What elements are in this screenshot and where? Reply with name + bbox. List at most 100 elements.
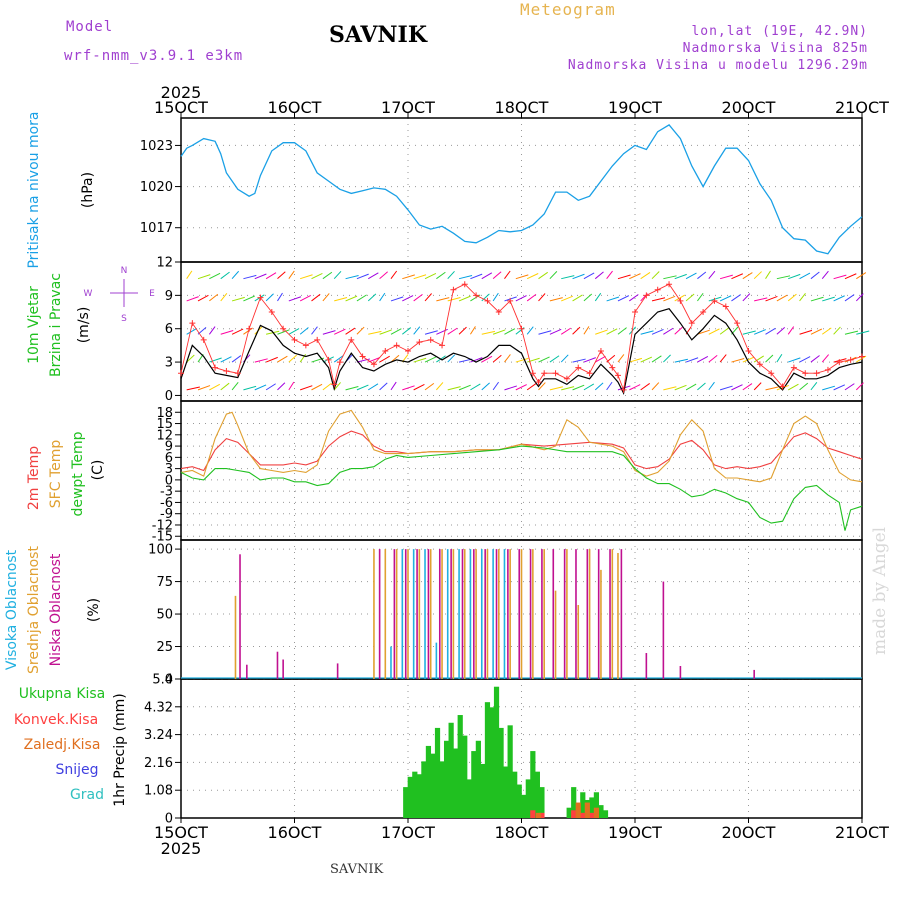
wind-arrow [402,327,412,335]
y-tick-label: 9 [165,289,173,304]
wind-arrow [243,295,255,302]
compass-w: W [84,289,93,299]
wind-arrow [572,384,585,391]
wind-gust-marker [756,361,763,368]
wind-arrow [504,328,516,335]
wind-arrow [368,383,379,391]
wind-gust-marker [200,336,207,343]
wind-arrow [549,328,562,335]
wind-arrow [515,295,527,302]
wind-arrow [220,356,232,363]
wind-unit: (m/s) [76,307,92,344]
y-tick-label: 3.24 [144,728,173,743]
wind-arrow [719,385,733,391]
wind-arrow [515,274,529,280]
wind-arrow [186,328,197,335]
wind-gust-marker [507,297,514,304]
x-tick-label-top: 17OCT [381,98,435,117]
wind-arrow [390,270,398,279]
wind-arrow [345,295,358,302]
wind-arrow [855,293,864,302]
wind-arrow [492,381,500,391]
wind-arrow [629,273,641,280]
wind-arrow [731,294,741,302]
low-cloud-label: Niska Oblacnost [48,553,64,666]
wind-arrow [821,270,829,279]
y-tick-label: 3 [165,356,173,371]
wind-arrow [356,273,369,280]
wind-arrow [424,293,432,302]
wind-arrow [470,273,483,280]
station-title: SAVNIK [329,22,427,48]
total-precip-bar [593,792,600,818]
wind-arrow [526,383,537,391]
wind-arrow [799,382,809,391]
hail-label: Grad [70,787,104,803]
total-precip-bar [462,735,468,818]
wind-arrow [481,293,490,302]
wind-arrow [299,294,311,302]
footer-station: SAVNIK [330,862,384,877]
wind-arrow [504,385,517,391]
total-precip-bar [566,807,572,818]
wind-gust-marker [597,347,604,354]
wind-arrow [606,328,618,335]
wind-arrow [594,382,604,391]
wind-arrow [674,358,688,363]
wind-arrow [594,271,604,280]
wind-gust-marker [314,336,321,343]
x-tick-label-bottom: 20OCT [722,823,776,842]
wind-gust-marker [393,342,400,349]
wind-arrow [277,292,283,302]
wind-gust-marker [495,309,502,316]
wind-arrow [311,383,323,391]
wind-gust-marker [609,364,616,371]
wind-arrow [402,295,414,302]
temp-2m-label: 2m Temp [26,446,42,510]
compass-s: S [121,314,127,324]
wind-arrow [492,271,502,280]
y-tick-label: -9 [160,507,173,522]
total-precip-bar [484,702,491,818]
wind-gust-marker [632,309,638,316]
wind-arrow [833,274,847,280]
wind-gust-marker [620,386,627,393]
wind-gust-marker [779,383,786,390]
wind-arrow [742,356,755,363]
pressure-label: Pritisak na nivou mora [26,111,42,268]
wind-arrow [413,274,427,280]
total-precip-bar [466,779,472,818]
wind-arrow [186,386,200,391]
wind-arrow [856,330,870,335]
wind-arrow [754,297,768,302]
wind-gust-marker [768,370,775,377]
wind-gust-marker [813,370,820,377]
wind-arrow [651,297,666,302]
wind-arrow [220,329,234,335]
wind-arrow [583,383,595,391]
total-precip-bar [580,792,586,818]
wind-arrow [322,382,332,391]
wind-arrow [300,274,313,280]
y-tick-label: 1020 [140,180,173,195]
x-tick-label-top: 18OCT [495,98,549,117]
temp-unit: (C) [90,460,106,481]
wind-gust-marker [325,356,332,363]
frozen-precip-bar [575,802,581,818]
total-precip-bar [453,748,459,818]
wind-arrow [436,328,448,335]
wind-arrow [492,354,502,363]
wind-arrow [844,330,859,335]
wind-arrow [413,326,421,335]
wind-arrow [356,294,367,302]
wind-arrow [765,386,779,391]
wind-arrow [231,328,244,335]
y-tick-label: 6 [165,451,173,466]
wind-arrow [265,293,274,302]
total-precip-bar [480,763,486,818]
wind-arrow [197,385,211,391]
wind-arrow [844,383,855,391]
wind-arrow [458,384,471,391]
coords-text: lon,lat (19E, 42.9N) [691,24,868,39]
wind-speed-line [180,308,863,396]
